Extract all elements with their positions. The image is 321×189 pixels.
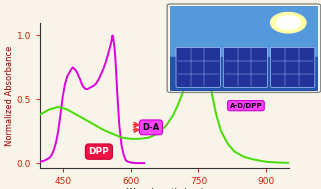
FancyBboxPatch shape (271, 47, 315, 87)
FancyBboxPatch shape (176, 47, 220, 87)
FancyBboxPatch shape (223, 47, 268, 87)
Text: A-D/DPP: A-D/DPP (230, 103, 262, 109)
Text: D-A: D-A (142, 123, 160, 132)
Y-axis label: Normalized Absorbance: Normalized Absorbance (5, 45, 14, 146)
X-axis label: Wavelength (nm): Wavelength (nm) (126, 188, 204, 189)
Circle shape (271, 12, 306, 33)
Text: DPP: DPP (89, 147, 109, 156)
Bar (170, 6, 318, 57)
Bar (170, 57, 318, 91)
Circle shape (276, 16, 300, 29)
